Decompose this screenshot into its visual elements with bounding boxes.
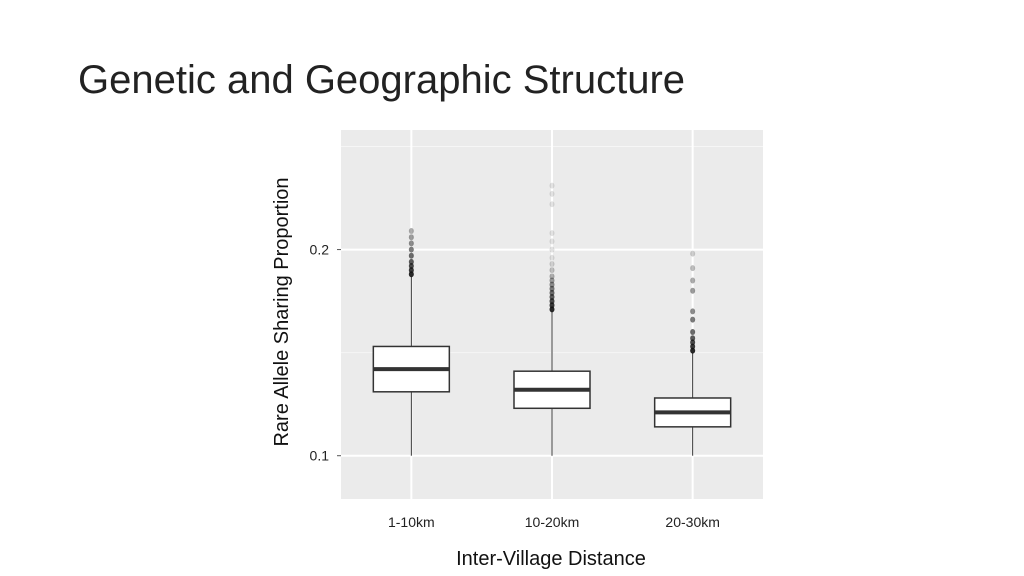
- outlier-point: [690, 339, 696, 346]
- outlier-point: [408, 252, 414, 259]
- outlier-point: [690, 250, 696, 257]
- outlier-point: [690, 347, 696, 354]
- outlier-point: [549, 293, 555, 300]
- outlier-point: [549, 285, 555, 292]
- slide-title: Genetic and Geographic Structure: [78, 58, 686, 102]
- outlier-point: [408, 240, 414, 247]
- outlier-point: [549, 238, 555, 245]
- outlier-point: [549, 260, 555, 267]
- x-tick-label: 20-30km: [665, 514, 719, 530]
- outlier-point: [549, 254, 555, 261]
- outlier-point: [690, 308, 696, 315]
- box-series: [372, 182, 732, 456]
- outlier-point: [690, 335, 696, 342]
- outlier-point: [549, 306, 555, 313]
- outlier-point: [549, 298, 555, 305]
- outlier-point: [408, 246, 414, 253]
- outlier-point: [408, 234, 414, 241]
- y-tick-label: 0.1: [310, 448, 330, 464]
- y-tick-label: 0.2: [310, 242, 330, 258]
- outlier-point: [549, 267, 555, 274]
- outlier-point: [408, 228, 414, 235]
- outlier-point: [690, 316, 696, 323]
- box-10-20km: [513, 182, 591, 456]
- outlier-point: [549, 230, 555, 237]
- x-tick-label: 1-10km: [388, 514, 435, 530]
- y-axis-ticks: 0.1 0.2: [310, 242, 341, 464]
- outlier-point: [549, 246, 555, 253]
- x-axis-ticks: 1-10km 10-20km 20-30km: [388, 514, 720, 530]
- outlier-point: [408, 267, 414, 274]
- outlier-point: [690, 329, 696, 336]
- box-20-30km: [653, 250, 732, 456]
- outlier-point: [549, 289, 555, 296]
- outlier-point: [549, 273, 555, 280]
- outlier-point: [549, 277, 555, 284]
- box-1-10km: [372, 228, 451, 456]
- outlier-point: [408, 258, 414, 265]
- outlier-point: [549, 302, 555, 309]
- outlier-point: [690, 343, 696, 350]
- x-tick-label: 10-20km: [525, 514, 579, 530]
- outlier-point: [549, 182, 555, 189]
- y-axis-title: Rare Allele Sharing Proportion: [271, 177, 293, 446]
- outlier-point: [549, 281, 555, 288]
- x-axis-title: Inter-Village Distance: [456, 548, 646, 570]
- outlier-point: [690, 265, 696, 272]
- outlier-point: [690, 277, 696, 284]
- outlier-point: [549, 190, 555, 197]
- outlier-point: [408, 271, 414, 278]
- outlier-point: [408, 263, 414, 270]
- outlier-point: [549, 201, 555, 208]
- outlier-point: [690, 287, 696, 294]
